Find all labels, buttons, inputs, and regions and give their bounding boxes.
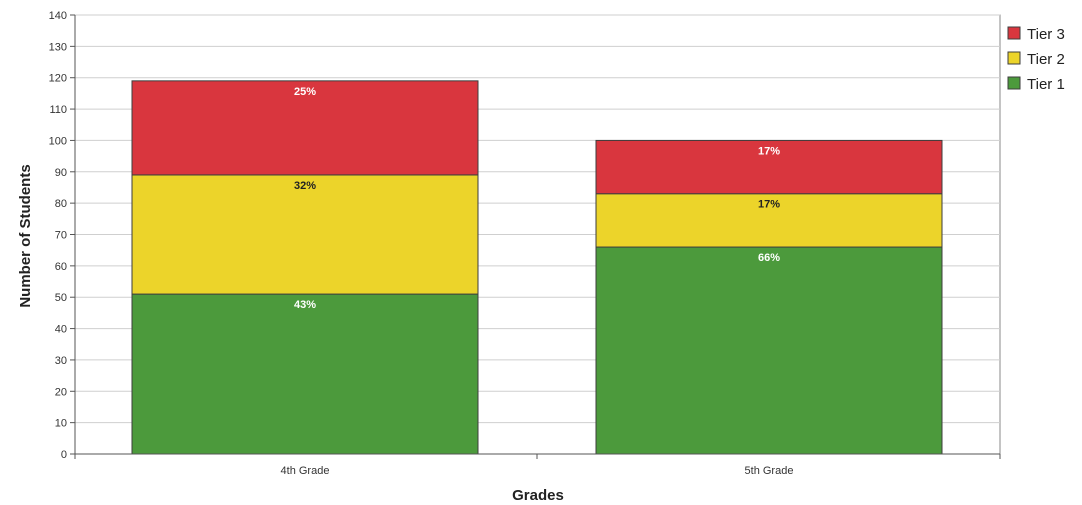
x-tick-label: 5th Grade bbox=[745, 465, 794, 477]
y-tick-label: 0 bbox=[61, 449, 67, 461]
legend-swatch bbox=[1007, 76, 1021, 90]
legend: Tier 3 Tier 2 Tier 1 bbox=[1007, 26, 1065, 93]
legend-entry: Tier 2 bbox=[1027, 51, 1065, 68]
y-tick-label: 110 bbox=[49, 104, 67, 116]
data-label: 17% bbox=[758, 145, 780, 157]
y-tick-label: 50 bbox=[55, 292, 67, 304]
data-label: 32% bbox=[294, 180, 316, 192]
data-label: 25% bbox=[294, 86, 316, 98]
y-tick-label: 20 bbox=[55, 386, 67, 398]
y-tick-label: 30 bbox=[55, 355, 67, 367]
data-label: 43% bbox=[294, 299, 316, 311]
bar-segment bbox=[131, 174, 479, 295]
bar-segment bbox=[595, 193, 943, 248]
bar-segment bbox=[131, 80, 479, 176]
data-label: 17% bbox=[758, 199, 780, 211]
bar-segment bbox=[131, 293, 479, 455]
y-tick-label: 70 bbox=[55, 230, 67, 242]
y-tick-labels: 0 10 20 30 40 50 60 70 80 90 100 110 120 130 140 bbox=[49, 10, 67, 461]
bars: 43% 32% 25% 66% 17% 17% bbox=[131, 80, 943, 455]
legend-swatch bbox=[1007, 26, 1021, 40]
y-tick-label: 120 bbox=[49, 73, 67, 85]
legend-entry: Tier 1 bbox=[1027, 76, 1065, 93]
data-label: 66% bbox=[758, 252, 780, 264]
legend-swatch bbox=[1007, 51, 1021, 65]
bar-segment bbox=[595, 139, 943, 195]
y-tick-label: 140 bbox=[49, 10, 67, 22]
y-tick-label: 80 bbox=[55, 198, 67, 210]
y-tick-label: 10 bbox=[55, 418, 67, 430]
axes bbox=[70, 14, 1001, 459]
bar-segment bbox=[595, 246, 943, 455]
x-tick-label: 4th Grade bbox=[281, 465, 330, 477]
y-axis-title: Number of Students bbox=[17, 164, 34, 307]
x-axis-title: Grades bbox=[512, 487, 564, 504]
y-tick-label: 130 bbox=[49, 41, 67, 53]
y-tick-label: 60 bbox=[55, 261, 67, 273]
y-tick-label: 40 bbox=[55, 324, 67, 336]
y-tick-label: 100 bbox=[49, 135, 67, 147]
y-tick-label: 90 bbox=[55, 167, 67, 179]
legend-entry: Tier 3 bbox=[1027, 26, 1065, 43]
x-tick-labels: 4th Grade 5th Grade bbox=[281, 465, 794, 477]
